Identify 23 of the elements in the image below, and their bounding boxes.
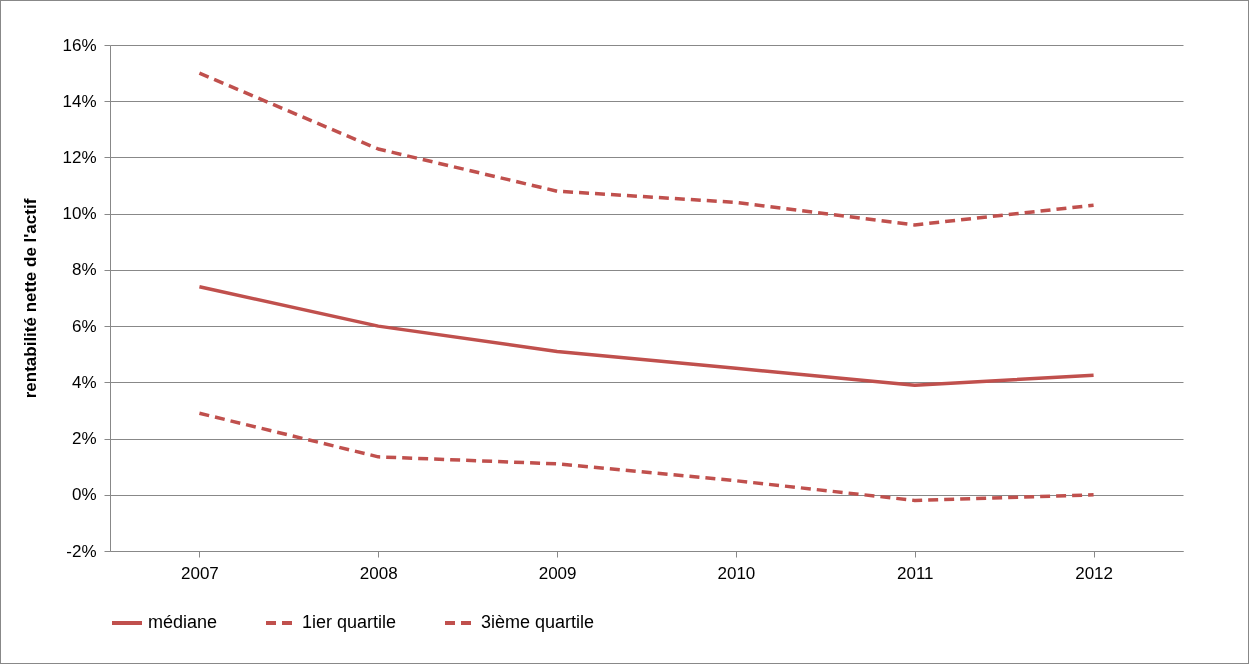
legend-label: médiane [148,612,218,632]
legend-label: 1ier quartile [302,612,397,632]
y-tick-label: 0% [71,485,97,505]
legend-label: 3ième quartile [481,612,595,632]
x-tick-label: 2010 [717,563,756,583]
y-tick-label: 4% [71,372,97,392]
x-tick-label: 2009 [538,563,577,583]
x-tick-label: 2007 [181,563,219,583]
y-tick-label: 16% [62,35,97,55]
line-series [197,71,1096,227]
y-tick-label: 6% [71,316,97,336]
line-series [197,285,1096,387]
y-tick-label: 10% [62,204,97,224]
y-tick-label: 12% [62,147,97,167]
x-tick-label: 2008 [359,563,398,583]
y-tick-label: -2% [66,541,97,561]
y-tick-label: 14% [62,91,97,111]
x-tick-label: 2012 [1075,563,1113,583]
line-series [197,411,1096,503]
x-tick-label: 2011 [896,563,934,583]
y-tick-label: 2% [71,429,97,449]
y-tick-label: 8% [71,260,97,280]
y-axis-title: rentabilité nette de l'actif [21,198,41,399]
